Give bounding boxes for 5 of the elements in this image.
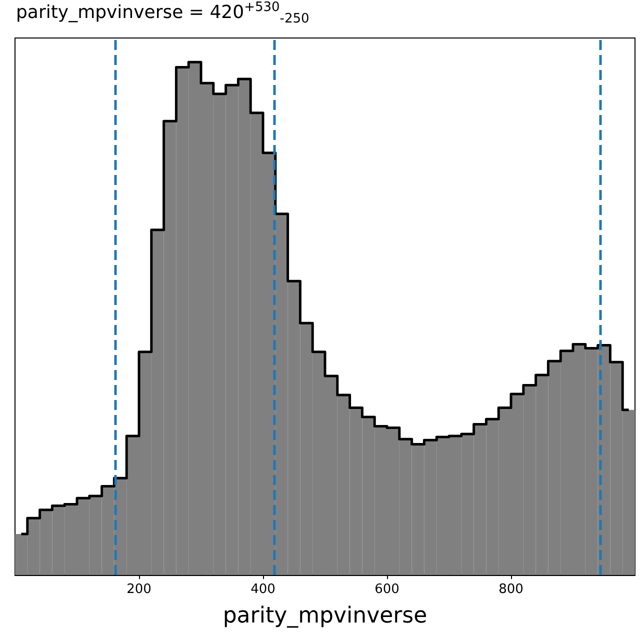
x-axis-title: parity_mpvinverse [222, 604, 428, 628]
x-tick-label: 400 [250, 582, 276, 597]
x-tick-label: 200 [126, 582, 152, 597]
x-tick-label: 600 [374, 582, 400, 597]
x-tick-label: 800 [498, 582, 524, 597]
